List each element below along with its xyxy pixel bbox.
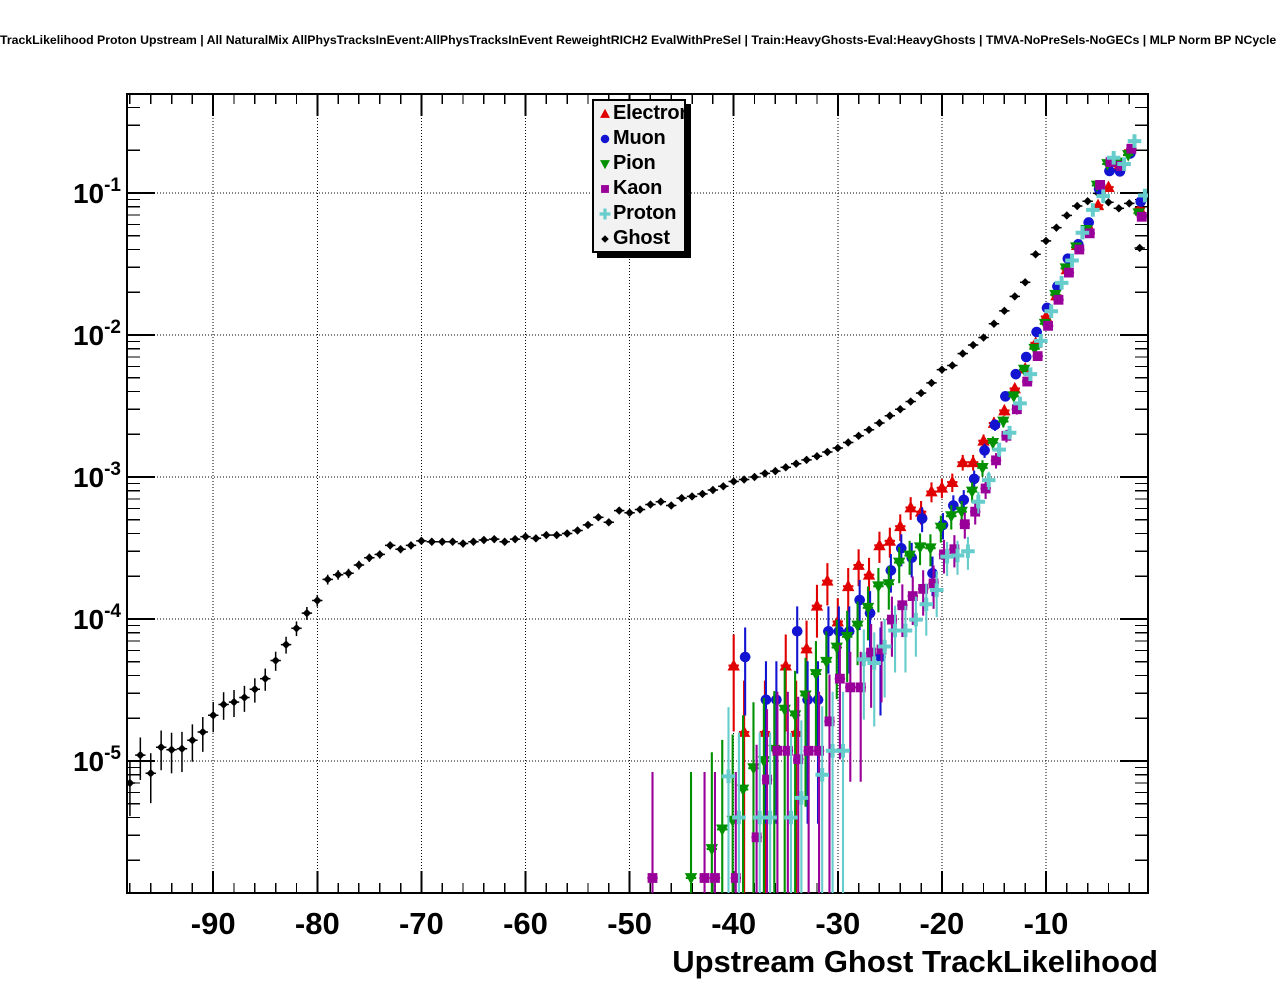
plot-title: TrackLikelihood Proton Upstream | All Na…	[0, 33, 1276, 47]
axis-tick-labels: -90 -80 -70 -60 -50 -40 -30 -20 -10 10-5 10-4 10-3 1…	[73, 175, 1068, 941]
legend-label: Pion	[613, 152, 656, 174]
proton-marker-icon	[597, 206, 613, 222]
legend-label: Ghost	[613, 227, 670, 249]
series-proton	[721, 134, 1148, 893]
pion-marker-icon	[597, 156, 613, 172]
y-tick-label: 10-5	[73, 743, 121, 777]
legend-item-pion: Pion	[594, 151, 684, 176]
ghost-marker-icon	[597, 231, 613, 247]
legend-label: Proton	[613, 202, 677, 224]
kaon-marker-icon	[597, 181, 613, 197]
x-tick-label: -50	[607, 906, 652, 941]
y-tick-label: 10-2	[73, 317, 121, 351]
legend-item-proton: Proton	[594, 201, 684, 226]
x-tick-label: -90	[191, 906, 236, 941]
x-axis-title: Upstream Ghost TrackLikelihood	[672, 944, 1158, 979]
y-tick-label: 10-3	[73, 459, 121, 493]
series-ghost	[127, 189, 1145, 817]
muon-marker-icon	[597, 131, 613, 147]
y-tick-label: 10-4	[73, 601, 121, 635]
legend-item-muon: Muon	[594, 126, 684, 151]
legend-label: Electron	[613, 102, 692, 124]
legend-label: Kaon	[613, 177, 663, 199]
x-tick-label: -80	[295, 906, 340, 941]
y-tick-label: 10-1	[73, 175, 121, 209]
legend-item-electron: Electron	[594, 101, 692, 126]
x-tick-label: -70	[399, 906, 444, 941]
plot-frame	[126, 93, 1149, 894]
legend-item-kaon: Kaon	[594, 176, 684, 201]
legend: Electron Muon Pion Kaon Proton Ghost	[592, 99, 692, 253]
x-tick-label: -40	[711, 906, 756, 941]
legend-label: Muon	[613, 127, 666, 149]
electron-marker-icon	[597, 106, 613, 122]
x-tick-label: -60	[503, 906, 548, 941]
legend-item-ghost: Ghost	[594, 226, 684, 251]
x-tick-label: -30	[815, 906, 860, 941]
x-tick-label: -20	[919, 906, 964, 941]
x-tick-label: -10	[1024, 906, 1069, 941]
axis-ticks	[127, 94, 1148, 893]
